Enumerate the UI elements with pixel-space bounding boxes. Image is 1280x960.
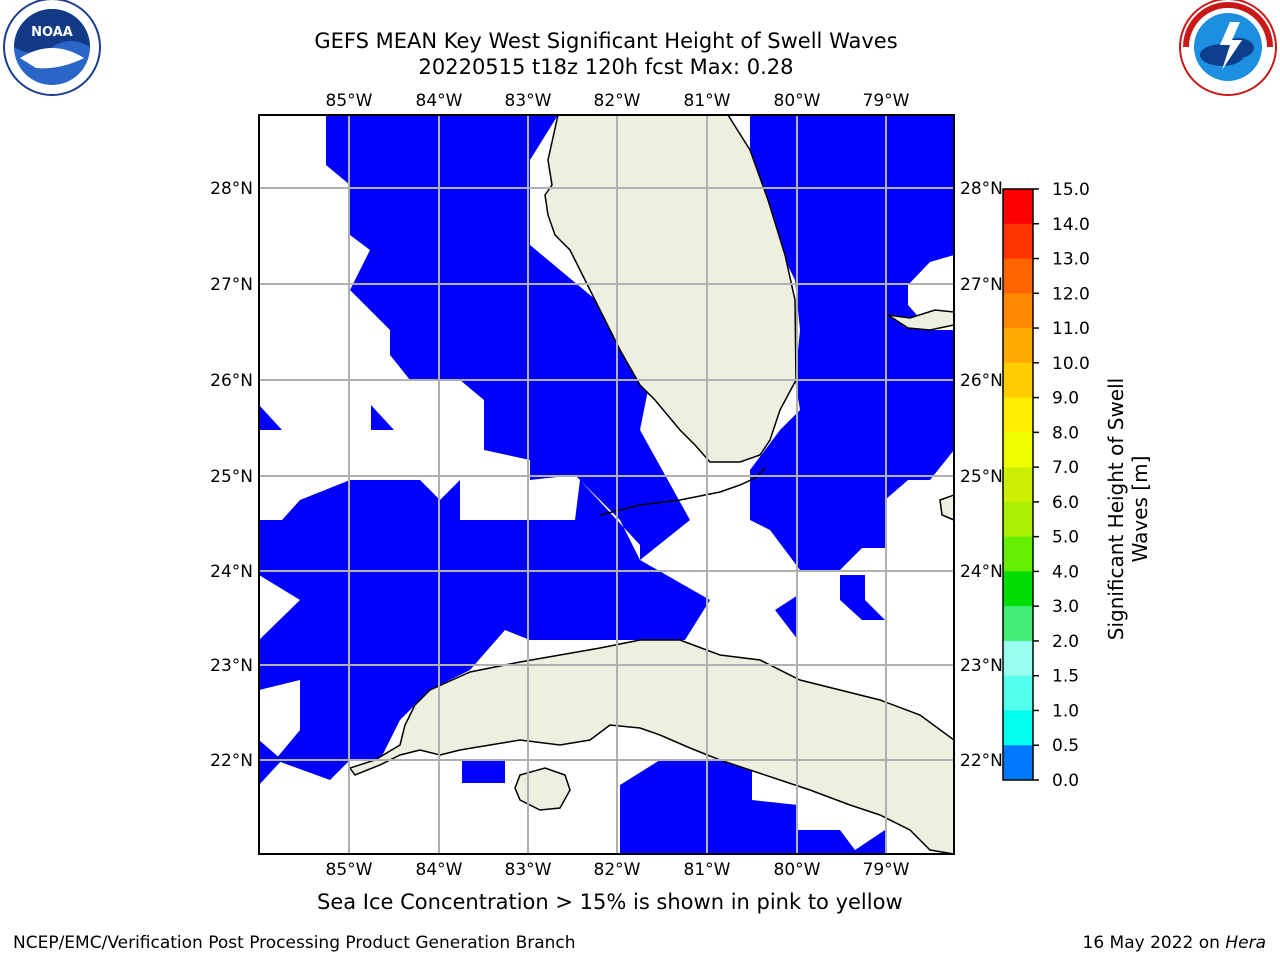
colorbar-tick-label: 13.0 (1052, 250, 1090, 270)
nws-logo-icon (1179, 0, 1277, 96)
colorbar-tick-label: 11.0 (1052, 319, 1090, 339)
noaa-logo-icon: NOAA (3, 0, 101, 96)
lon-bottom-82: 82°W (594, 860, 641, 880)
colorbar-segment (1003, 432, 1033, 468)
colorbar-title-line2: Waves [m] (1128, 455, 1152, 563)
colorbar-segment (1003, 258, 1033, 294)
chart-title: GEFS MEAN Key West Significant Height of… (314, 29, 898, 53)
colorbar-segment (1003, 467, 1033, 503)
colorbar-segment (1003, 675, 1033, 711)
lon-top-83: 83°W (505, 91, 552, 111)
colorbar-title: Significant Height of Swell Waves [m] (1104, 339, 1152, 679)
lon-top-85: 85°W (326, 91, 373, 111)
lon-top-80: 80°W (774, 91, 821, 111)
lat-left-24: 24°N (210, 562, 253, 582)
lat-left-22: 22°N (210, 751, 253, 771)
colorbar-tick-label: 2.0 (1052, 632, 1079, 652)
lon-bottom-85: 85°W (326, 860, 373, 880)
lon-top-82: 82°W (594, 91, 641, 111)
colorbar-tick-label: 15.0 (1052, 180, 1090, 200)
colorbar-tick-label: 10.0 (1052, 354, 1090, 374)
graticule (259, 115, 954, 854)
colorbar-tick-label: 0.0 (1052, 771, 1079, 791)
colorbar-tick-label: 6.0 (1052, 493, 1079, 513)
lat-right-28: 28°N (960, 179, 1003, 199)
lat-right-25: 25°N (960, 467, 1003, 487)
lon-bottom-83: 83°W (505, 860, 552, 880)
lat-right-24: 24°N (960, 562, 1003, 582)
colorbar-tick-label: 8.0 (1052, 423, 1079, 443)
colorbar-segment (1003, 571, 1033, 607)
florida-keys (599, 467, 766, 516)
swell-height-fill (259, 115, 954, 854)
colorbar-tick-label: 0.5 (1052, 736, 1079, 756)
footer-date-text: 16 May 2022 on (1082, 933, 1226, 953)
sea-ice-note: Sea Ice Concentration > 15% is shown in … (317, 890, 903, 914)
colorbar-tick-label: 9.0 (1052, 389, 1079, 409)
footer-host: Hera (1225, 933, 1266, 953)
lat-right-23: 23°N (960, 656, 1003, 676)
colorbar-tick-label: 7.0 (1052, 458, 1079, 478)
colorbar-segment (1003, 536, 1033, 572)
colorbar-title-line1: Significant Height of Swell (1104, 377, 1128, 641)
colorbar (1003, 189, 1033, 781)
lat-left-23: 23°N (210, 656, 253, 676)
lat-labels: 28°N 27°N 26°N 25°N 24°N 23°N 22°N 28°N … (210, 179, 1003, 771)
lat-left-25: 25°N (210, 467, 253, 487)
colorbar-segment (1003, 328, 1033, 364)
noaa-logo-text: NOAA (31, 25, 73, 40)
colorbar-segment (1003, 710, 1033, 746)
chart-subtitle: 20220515 t18z 120h fcst Max: 0.28 (418, 55, 794, 79)
lat-right-27: 27°N (960, 275, 1003, 295)
map-frame (258, 114, 955, 855)
footer-credit: NCEP/EMC/Verification Post Processing Pr… (13, 933, 576, 953)
colorbar-segment (1003, 501, 1033, 538)
lon-bottom-79: 79°W (863, 860, 910, 880)
footer-date: 16 May 2022 on Hera (1083, 933, 1267, 953)
grand-bahama-land (887, 309, 954, 331)
colorbar-segment (1003, 189, 1033, 225)
colorbar-segment (1003, 397, 1033, 433)
colorbar-segment (1003, 606, 1033, 642)
lon-bottom-81: 81°W (684, 860, 731, 880)
florida-land (544, 115, 797, 463)
colorbar-tick-label: 1.5 (1052, 667, 1079, 687)
lat-left-28: 28°N (210, 179, 253, 199)
colorbar-segment (1003, 293, 1033, 329)
lon-labels: 85°W 84°W 83°W 82°W 81°W 80°W 79°W 85°W … (326, 91, 910, 880)
colorbar-tick-label: 3.0 (1052, 597, 1079, 617)
colorbar-labels: 15.0 14.0 13.0 12.0 11.0 10.0 9.0 8.0 7.0 6.0 5.0 4… (1033, 180, 1090, 791)
colorbar-tick-label: 4.0 (1052, 562, 1079, 582)
colorbar-tick-label: 5.0 (1052, 528, 1079, 548)
cuba-land (348, 639, 954, 854)
colorbar-tick-label: 12.0 (1052, 284, 1090, 304)
map-area (259, 115, 954, 854)
lon-bottom-80: 80°W (774, 860, 821, 880)
colorbar-tick-label: 14.0 (1052, 215, 1090, 235)
colorbar-segment (1003, 362, 1033, 399)
colorbar-frame (1002, 188, 1034, 781)
lat-left-26: 26°N (210, 371, 253, 391)
lat-right-26: 26°N (960, 371, 1003, 391)
lon-bottom-84: 84°W (416, 860, 463, 880)
lat-left-27: 27°N (210, 275, 253, 295)
colorbar-segment (1003, 223, 1033, 260)
andros-land (939, 494, 954, 521)
lat-right-22: 22°N (960, 751, 1003, 771)
lon-top-79: 79°W (863, 91, 910, 111)
lon-top-84: 84°W (416, 91, 463, 111)
lon-top-81: 81°W (684, 91, 731, 111)
colorbar-segment (1003, 640, 1033, 677)
colorbar-segment (1003, 745, 1033, 781)
colorbar-tick-label: 1.0 (1052, 701, 1079, 721)
